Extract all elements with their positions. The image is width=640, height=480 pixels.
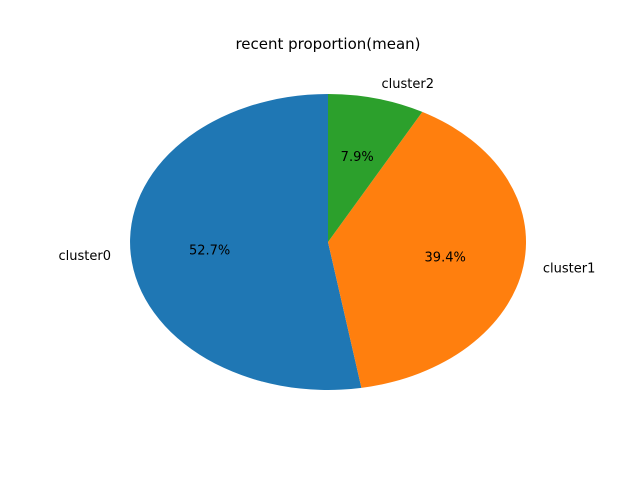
chart-title: recent proportion(mean) xyxy=(235,35,420,53)
slice-label-cluster0: cluster0 xyxy=(59,249,111,264)
pie-slices xyxy=(130,93,527,390)
percent-label-cluster2: 7.9% xyxy=(341,150,374,165)
slice-label-cluster2: cluster2 xyxy=(382,77,434,92)
percent-label-cluster0: 52.7% xyxy=(189,244,230,259)
pie-slice-cluster2 xyxy=(328,93,423,242)
pie-slice-cluster1 xyxy=(328,111,527,388)
percent-label-cluster1: 39.4% xyxy=(425,250,466,265)
pie-labels: cluster0 52.7% cluster1 39.4% cluster2 7.9% xyxy=(59,77,596,276)
slice-label-cluster1: cluster1 xyxy=(543,262,595,277)
pie-slice-cluster0 xyxy=(130,94,362,390)
